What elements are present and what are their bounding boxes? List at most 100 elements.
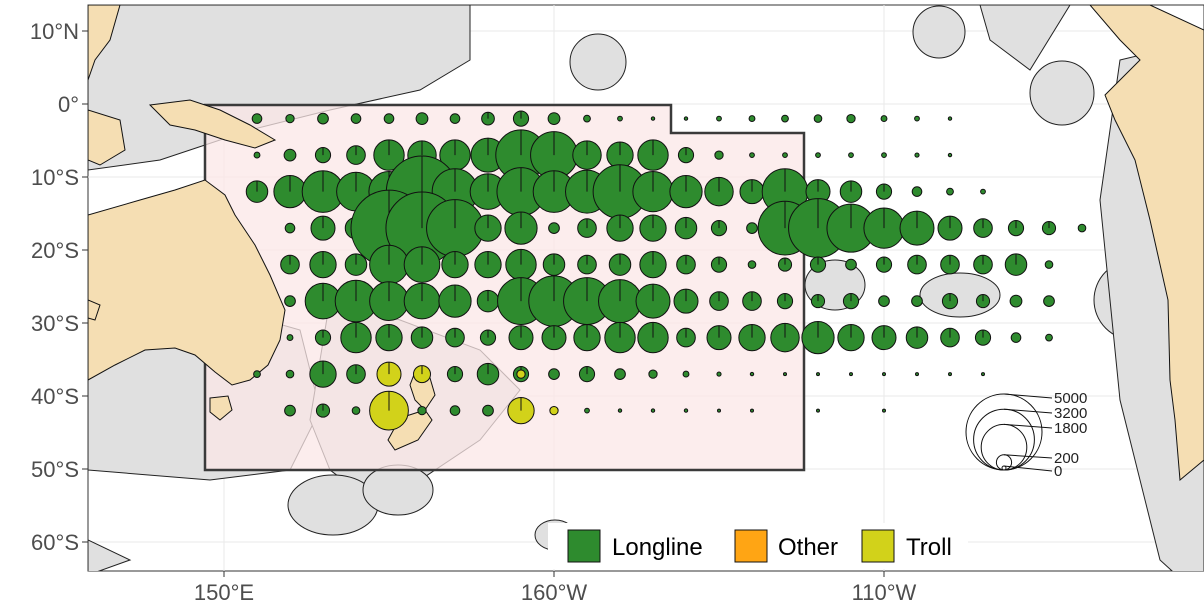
bubble-longline-67: [284, 222, 296, 234]
bubble-longline-2: [317, 112, 329, 125]
bubble-longline-19: [880, 115, 888, 123]
bubble-longline-185: [981, 372, 985, 377]
bubble-longline-201: [882, 408, 886, 413]
bubble-longline-17: [813, 114, 823, 123]
bubble-longline-174: [614, 368, 626, 380]
bubble-longline-9: [547, 112, 561, 125]
bubble-longline-186: [284, 404, 296, 417]
y-tick-label: 10°S: [31, 165, 79, 190]
tasmania: [209, 395, 233, 421]
y-tick-label: 0°: [58, 92, 79, 117]
bubble-longline-197: [683, 408, 689, 413]
size-legend-leader-3: [1003, 454, 1053, 459]
new-guinea: [148, 99, 277, 149]
x-tick-label: 150°E: [194, 580, 254, 605]
bubble-longline-162: [1010, 332, 1022, 343]
size-legend-leader-0: [1003, 393, 1053, 399]
size-legend-leader-4: [1003, 465, 1053, 472]
bubble-longline-65: [946, 187, 954, 196]
bubble-longline-16: [781, 114, 789, 123]
bubble-longline-41: [881, 152, 887, 159]
sea-islands: [88, 299, 101, 321]
bubble-longline-135: [911, 295, 923, 307]
size-legend-label: 1800: [1054, 420, 1087, 437]
x-tick-label: 160°W: [521, 580, 588, 605]
y-tick-label: 20°S: [31, 238, 79, 263]
bubble-longline-191: [482, 404, 494, 417]
bubble-longline-3: [350, 113, 362, 124]
bubble-longline-20: [914, 115, 920, 122]
bubble-longline-66: [980, 188, 986, 195]
size-legend-leader-1: [1003, 408, 1053, 414]
bubble-longline-116: [284, 295, 296, 307]
bubble-longline-43: [947, 152, 953, 158]
bubble-longline-13: [683, 116, 689, 121]
bubble-longline-4: [383, 113, 395, 124]
bubble-longline-194: [584, 407, 590, 414]
x-tick-label: 110°W: [852, 580, 917, 605]
bubble-longline-198: [717, 408, 721, 413]
bubble-longline-179: [782, 372, 788, 377]
bubble-longline-15: [748, 115, 756, 123]
x-axis: 150°E 160°W 110°W: [194, 571, 917, 605]
bubble-longline-22: [253, 151, 261, 159]
bubble-longline-175: [648, 369, 658, 379]
bubble-longline-75: [548, 222, 560, 234]
bubble-longline-109: [845, 258, 857, 271]
gear-legend: Longline Other Troll: [548, 523, 968, 569]
bubble-longline-6: [449, 113, 461, 124]
bubble-longline-23: [283, 148, 297, 162]
y-tick-label: 50°S: [31, 457, 79, 482]
bubble-longline-189: [417, 405, 427, 416]
bubble-longline-11: [617, 115, 623, 122]
bubble-longline-176: [682, 370, 690, 378]
bubble-longline-64: [911, 186, 923, 197]
bubble-longline-115: [1044, 260, 1054, 269]
bubble-longline-18: [846, 113, 856, 124]
borneo-islands: [88, 109, 126, 166]
legend-label-troll: Troll: [906, 534, 952, 561]
y-tick-label: 10°N: [30, 19, 79, 44]
bubble-longline-39: [815, 152, 821, 159]
legend-label-longline: Longline: [612, 534, 703, 561]
bubble-longline-138: [1009, 294, 1023, 308]
bubble-longline-0: [251, 113, 263, 124]
bubble-longline-42: [914, 152, 920, 158]
bubble-longline-36: [714, 150, 724, 160]
bubble-longline-40: [848, 152, 854, 159]
y-axis: 10°N 0° 10°S 20°S 30°S 40°S 50°S 60°S: [30, 19, 88, 555]
y-tick-label: 60°S: [31, 530, 79, 555]
bubble-longline-106: [747, 260, 757, 269]
size-legend-label: 5000: [1054, 390, 1087, 407]
bubble-longline-183: [915, 372, 919, 377]
bubble-longline-178: [749, 371, 755, 377]
legend-label-other: Other: [778, 534, 838, 561]
bubble-longline-14: [716, 115, 722, 122]
size-legend-label: 3200: [1054, 405, 1087, 422]
bubble-longline-181: [849, 372, 853, 377]
bubble-longline-12: [650, 116, 656, 121]
legend-swatch-troll: [861, 529, 895, 563]
australia: [88, 179, 286, 386]
bubble-longline-38: [782, 152, 788, 159]
size-legend-leader-2: [1003, 423, 1053, 429]
bubble-longline-182: [882, 372, 886, 377]
bubble-longline-1: [285, 113, 295, 124]
catch-bubbles: [245, 110, 1087, 431]
bubble-longline-184: [948, 372, 952, 377]
size-legend-label: 200: [1054, 450, 1079, 467]
bubble-longline-163: [1045, 333, 1053, 342]
land: [88, 5, 1204, 481]
bubble-longline-172: [548, 368, 560, 380]
y-tick-label: 30°S: [31, 311, 79, 336]
bubble-longline-188: [351, 406, 361, 415]
bubble-longline-81: [746, 222, 758, 234]
bubble-longline-91: [1077, 223, 1087, 233]
bubble-troll-5: [516, 369, 526, 379]
bubble-longline-196: [650, 408, 656, 413]
y-tick-label: 40°S: [31, 384, 79, 409]
bubble-longline-200: [816, 408, 820, 413]
bubble-longline-177: [716, 371, 722, 377]
bubble-longline-195: [617, 408, 623, 413]
